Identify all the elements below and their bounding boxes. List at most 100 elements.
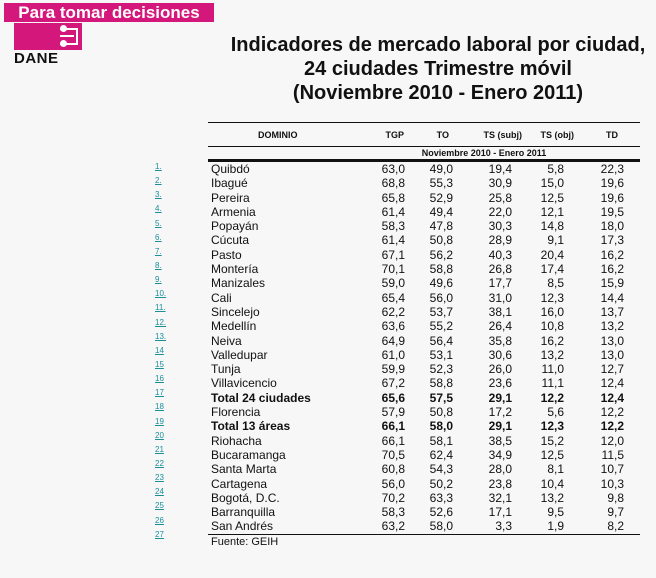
row-link[interactable]: 8. (155, 260, 162, 270)
row-link[interactable]: 5. (155, 218, 162, 228)
row-label: Barranquilla (211, 505, 276, 520)
row-label: Cartagena (211, 476, 268, 491)
row-label: Montería (211, 262, 259, 277)
row-link[interactable]: 26 (155, 515, 164, 525)
cell-value: 26,8 (488, 262, 512, 277)
cell-value: 61,4 (381, 233, 405, 248)
table-row: Sincelejo 62,2 53,7 38,1 16,0 13,7 (208, 305, 640, 319)
cell-value: 12,7 (600, 362, 624, 377)
cell-value: 14,8 (540, 219, 564, 234)
cell-value: 12,4 (600, 390, 624, 405)
cell-value: 11,0 (541, 362, 564, 377)
table-row: Montería 70,1 58,8 26,8 17,4 16,2 (208, 262, 640, 276)
source-note: Fuente: GEIH (211, 535, 279, 548)
row-link[interactable]: 25 (155, 501, 164, 511)
table-row: Santa Marta 60,8 54,3 28,0 8,1 10,7 (208, 462, 640, 476)
row-link[interactable]: 15 (155, 359, 164, 369)
cell-value: 26,0 (488, 362, 512, 377)
row-link[interactable]: 4. (155, 204, 162, 214)
cell-value: 18,0 (600, 219, 624, 234)
row-link[interactable]: 20 (155, 430, 164, 440)
cell-value: 19,6 (600, 190, 624, 205)
cell-value: 49,4 (429, 204, 453, 219)
row-label: Villavicencio (211, 376, 277, 391)
table-row: Popayán 58,3 47,8 30,3 14,8 18,0 (208, 219, 640, 233)
col-ts-subj: TS (subj) (483, 130, 523, 140)
table-row: Neiva 64,9 56,4 35,8 16,2 13,0 (208, 334, 640, 348)
cell-value: 8,1 (547, 462, 564, 477)
cell-value: 35,8 (488, 333, 512, 348)
cell-value: 30,3 (488, 219, 512, 234)
row-link[interactable]: 14 (155, 345, 164, 355)
cell-value: 57,5 (429, 390, 453, 405)
cell-value: 52,6 (429, 505, 453, 520)
row-link[interactable]: 27 (155, 529, 164, 539)
cell-value: 67,1 (381, 247, 405, 262)
cell-value: 62,4 (429, 447, 453, 462)
row-link[interactable]: 18 (155, 402, 164, 412)
row-link[interactable]: 21 (155, 444, 164, 454)
table-row: Ibagué 68,8 55,3 30,9 15,0 19,6 (208, 176, 640, 190)
cell-value: 9,8 (607, 490, 624, 505)
cell-value: 66,1 (381, 419, 405, 434)
cell-value: 22,0 (488, 204, 512, 219)
col-ts-obj: TS (obj) (540, 130, 575, 140)
cell-value: 67,2 (381, 376, 405, 391)
row-link[interactable]: 7. (155, 246, 162, 256)
table-row: Barranquilla 58,3 52,6 17,1 9,5 9,7 (208, 505, 640, 519)
cell-value: 34,9 (488, 447, 512, 462)
row-link[interactable]: 19 (155, 416, 164, 426)
cell-value: 32,1 (488, 490, 512, 505)
cell-value: 58,3 (381, 505, 405, 520)
table-row: Bucaramanga 70,5 62,4 34,9 12,5 11,5 (208, 448, 640, 462)
table-row: Medellín 63,6 55,2 26,4 10,8 13,2 (208, 319, 640, 333)
table-header: DOMINIO TGP TO TS (subj) TS (obj) TD (208, 122, 640, 147)
cell-value: 13,0 (600, 333, 624, 348)
labor-market-table: DOMINIO TGP TO TS (subj) TS (obj) TD Nov… (208, 122, 640, 549)
row-label: San Andrés (211, 519, 274, 534)
cell-value: 58,8 (429, 376, 453, 391)
cell-value: 9,5 (547, 505, 564, 520)
cell-value: 15,0 (540, 176, 564, 191)
cell-value: 8,2 (607, 519, 624, 534)
row-link[interactable]: 6. (155, 232, 162, 242)
row-link[interactable]: 1. (155, 162, 162, 171)
col-tgp: TGP (385, 130, 404, 140)
row-label: Tunja (211, 362, 241, 377)
cell-value: 57,9 (381, 405, 405, 420)
row-link[interactable]: 16 (155, 374, 164, 384)
row-link[interactable]: 10. (155, 289, 167, 299)
row-link[interactable]: 3. (155, 190, 162, 200)
cell-value: 49,0 (429, 162, 453, 176)
cell-value: 65,6 (381, 390, 405, 405)
cell-value: 55,3 (429, 176, 453, 191)
row-label: Bogotá, D.C. (211, 490, 280, 505)
cell-value: 55,2 (429, 319, 453, 334)
row-link[interactable]: 17 (155, 388, 164, 398)
cell-value: 20,4 (540, 247, 564, 262)
row-link[interactable]: 9. (155, 275, 162, 285)
cell-value: 10,8 (540, 319, 564, 334)
cell-value: 50,2 (429, 476, 453, 491)
row-label: Valledupar (211, 347, 268, 362)
row-label: Pasto (211, 247, 242, 262)
cell-value: 22,3 (600, 162, 624, 176)
row-label: Cali (211, 290, 232, 305)
row-link[interactable]: 2. (155, 176, 162, 186)
cell-value: 28,0 (488, 462, 512, 477)
cell-value: 1,9 (547, 519, 564, 534)
cell-value: 29,1 (488, 390, 512, 405)
cell-value: 9,7 (607, 505, 624, 520)
cell-value: 15,9 (600, 276, 624, 291)
row-link[interactable]: 12. (155, 317, 167, 327)
table-row: Manizales 59,0 49,6 17,7 8,5 15,9 (208, 276, 640, 290)
cell-value: 8,5 (547, 276, 564, 291)
table-row: Villavicencio 67,2 58,8 23,6 11,1 12,4 (208, 376, 640, 390)
cell-value: 52,3 (429, 362, 453, 377)
row-link[interactable]: 24 (155, 487, 164, 497)
row-link[interactable]: 23 (155, 473, 164, 483)
row-link[interactable]: 11. (155, 303, 166, 313)
cell-value: 17,2 (488, 405, 512, 420)
row-link[interactable]: 13. (155, 331, 167, 341)
row-link[interactable]: 22 (155, 458, 164, 468)
